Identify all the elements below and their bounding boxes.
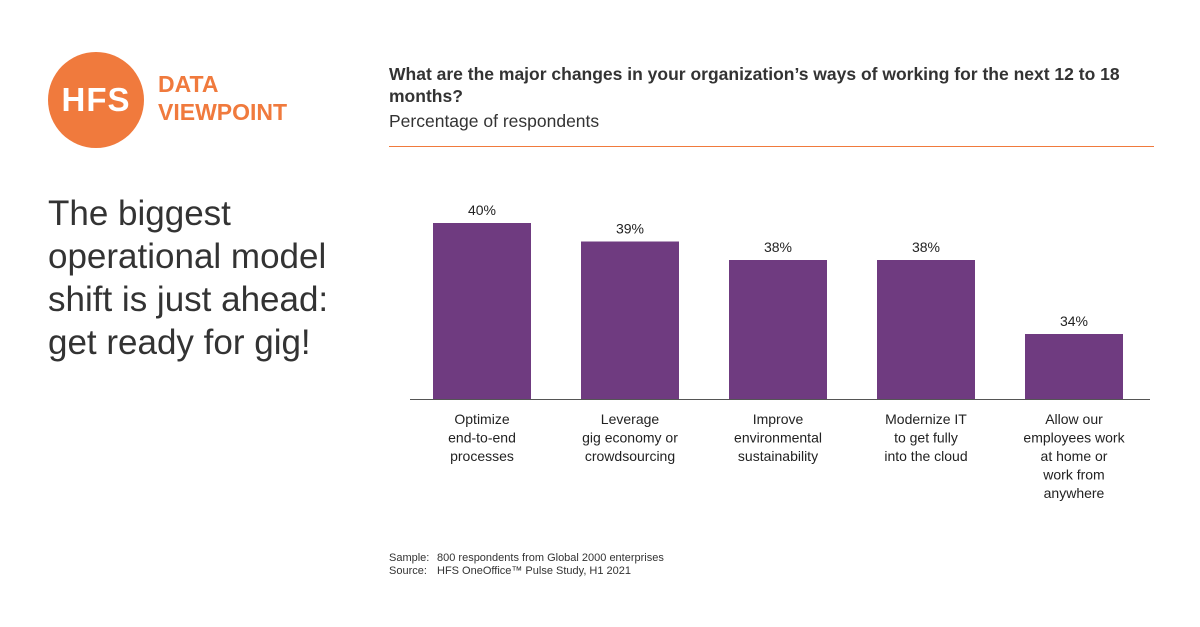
chart-title: What are the major changes in your organ… [389,64,1120,106]
source-note: Source: HFS OneOffice™ Pulse Study, H1 20… [389,565,664,578]
bar-5 [1025,334,1123,399]
category-label: Allow our [1045,411,1103,427]
footnotes: Sample: 800 respondents from Global 2000 … [389,552,664,578]
logo-text: HFS [61,81,131,118]
category-label: processes [450,448,514,464]
category-label: employees work [1023,430,1125,446]
category-label: into the cloud [884,448,967,464]
bar-4 [877,260,975,399]
category-label: at home or [1041,448,1108,464]
source-key: Source: [389,565,427,577]
category-label: anywhere [1044,485,1105,501]
category-label: end-to-end [448,430,516,446]
data-viewpoint-label: DATA VIEWPOINT [158,70,287,126]
bar-value-label: 34% [1060,313,1088,329]
bar-value-label: 39% [616,221,644,237]
category-label: work from [1042,467,1104,483]
bar-1 [433,223,531,399]
hfs-logo: HFS [48,52,144,148]
tag-line-2: VIEWPOINT [158,99,288,125]
title-divider [389,146,1154,147]
category-label: Leverage [601,411,660,427]
chart-subtitle: Percentage of respondents [389,111,600,131]
category-label: Improve [753,411,804,427]
sample-value: 800 respondents from Global 2000 enterpr… [437,552,664,564]
category-label: gig economy or [582,430,678,446]
bar-value-label: 40% [468,202,496,218]
category-label: to get fully [894,430,958,446]
bar-value-label: 38% [764,239,792,255]
category-label: sustainability [738,448,818,464]
sample-note: Sample: 800 respondents from Global 2000 … [389,552,664,565]
category-label: crowdsourcing [585,448,675,464]
sample-key: Sample: [389,552,430,564]
bar-2 [581,241,679,399]
headline: The biggest operational model shift is j… [48,194,329,362]
bar-3 [729,260,827,399]
category-label: Modernize IT [885,411,967,427]
source-value: HFS OneOffice™ Pulse Study, H1 2021 [437,565,632,577]
tag-line-1: DATA [158,71,219,97]
category-label: environmental [734,430,822,446]
category-label: Optimize [454,411,509,427]
bar-value-label: 38% [912,239,940,255]
